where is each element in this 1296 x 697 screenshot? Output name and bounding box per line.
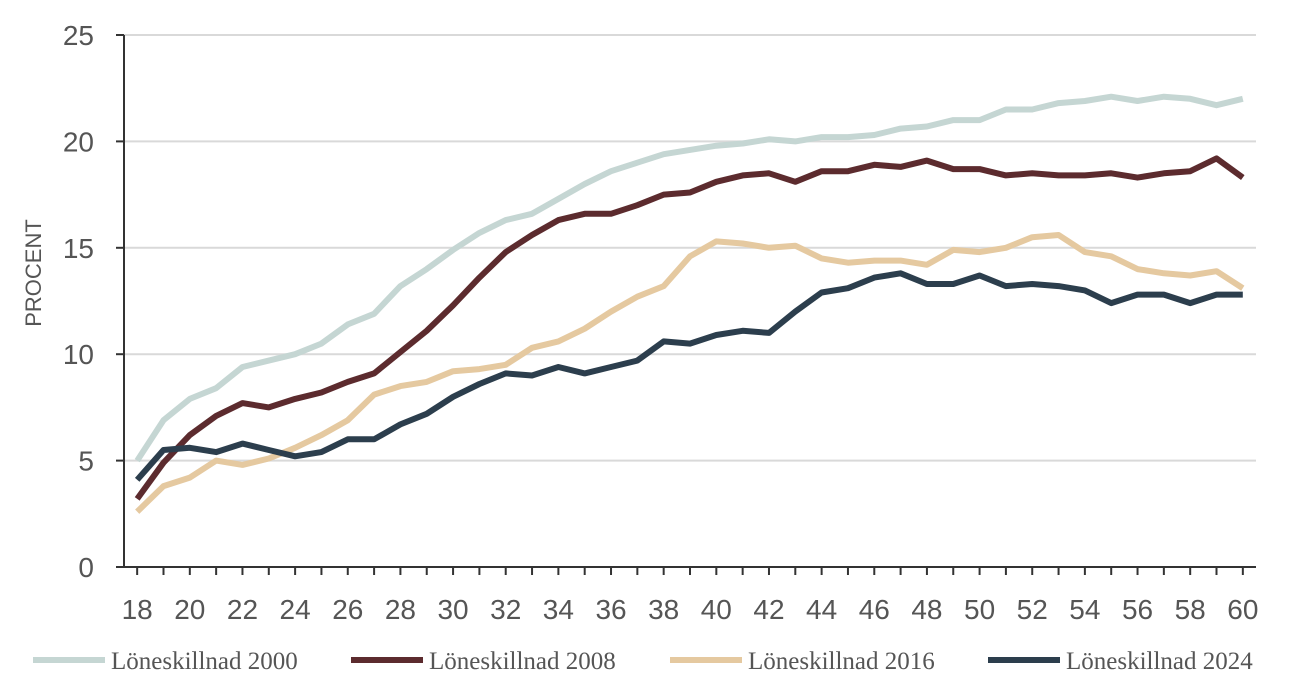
x-tick-label: 60 <box>1227 594 1258 625</box>
y-tick-label: 25 <box>63 20 94 51</box>
y-tick-label: 5 <box>78 446 94 477</box>
x-tick-label: 42 <box>753 594 784 625</box>
legend-item-1: Löneskillnad 2000 <box>33 648 298 675</box>
x-tick-label: 40 <box>701 594 732 625</box>
x-tick-label: 34 <box>543 594 574 625</box>
y-tick-labels: 0 5 10 15 20 25 <box>63 20 124 583</box>
x-tick-label: 54 <box>1069 594 1100 625</box>
y-tick-label: 15 <box>63 233 94 264</box>
y-tick-label: 0 <box>78 552 94 583</box>
x-tick-label: 46 <box>859 594 890 625</box>
legend-item-2: Löneskillnad 2008 <box>351 648 616 675</box>
x-tick-label: 48 <box>911 594 942 625</box>
y-tick-label: 20 <box>63 126 94 157</box>
series-lines <box>134 93 1245 514</box>
x-tick-label: 20 <box>174 594 205 625</box>
x-tick-label: 56 <box>1122 594 1153 625</box>
x-tick-labels: 18 20 22 24 26 28 30 32 34 36 38 40 42 44 46 48 50 52 54 56… <box>122 567 1258 625</box>
legend-item-4: Löneskillnad 2024 <box>988 648 1253 675</box>
legend-label: Löneskillnad 2024 <box>1066 648 1253 675</box>
x-tick-label: 24 <box>280 594 311 625</box>
x-tick-label: 32 <box>490 594 521 625</box>
x-tick-label: 28 <box>385 594 416 625</box>
legend-label: Löneskillnad 2016 <box>748 648 935 675</box>
x-tick-label: 58 <box>1175 594 1206 625</box>
series-line-2 <box>134 155 1245 501</box>
legend-label: Löneskillnad 2008 <box>429 648 616 675</box>
gridlines <box>124 34 1256 462</box>
y-tick-label: 10 <box>63 339 94 370</box>
x-tick-label: 30 <box>437 594 468 625</box>
x-tick-label: 36 <box>595 594 626 625</box>
series-line-1 <box>134 93 1244 463</box>
series-line-4 <box>134 270 1243 482</box>
x-tick-label: 50 <box>964 594 995 625</box>
x-tick-label: 22 <box>227 594 258 625</box>
x-tick-label: 38 <box>648 594 679 625</box>
x-tick-label: 18 <box>122 594 153 625</box>
x-tick-label: 52 <box>1017 594 1048 625</box>
axes <box>123 35 1256 568</box>
x-tick-label: 26 <box>332 594 363 625</box>
legend-item-3: Löneskillnad 2016 <box>670 648 935 675</box>
y-axis-title: PROCENT <box>21 219 46 327</box>
legend: Löneskillnad 2000 Löneskillnad 2008 Lönesk… <box>33 648 1253 675</box>
x-tick-label: 44 <box>806 594 837 625</box>
series-line-3 <box>135 232 1245 514</box>
legend-label: Löneskillnad 2000 <box>111 648 298 675</box>
